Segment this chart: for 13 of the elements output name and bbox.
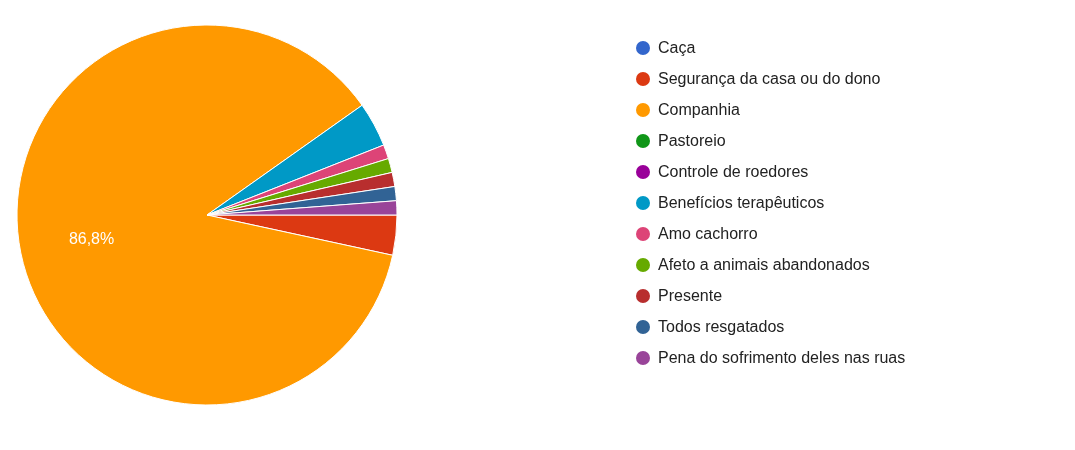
legend-label: Caça <box>658 38 696 57</box>
data-label: 86,8% <box>68 230 115 248</box>
legend-label: Benefícios terapêuticos <box>658 193 825 212</box>
pie-slice <box>16 24 394 406</box>
legend-label: Companhia <box>658 100 740 119</box>
legend-label: Amo cachorro <box>658 224 758 243</box>
legend-label: Presente <box>658 286 723 305</box>
legend-label: Pastoreio <box>658 131 726 150</box>
legend-label: Afeto a animais abandonados <box>658 255 870 274</box>
legend-label: Segurança da casa ou do dono <box>658 69 881 88</box>
legend-label: Todos resgatados <box>658 317 785 336</box>
legend-label: Pena do sofrimento deles nas ruas <box>658 348 906 367</box>
legend-label: Controle de roedores <box>658 162 809 181</box>
